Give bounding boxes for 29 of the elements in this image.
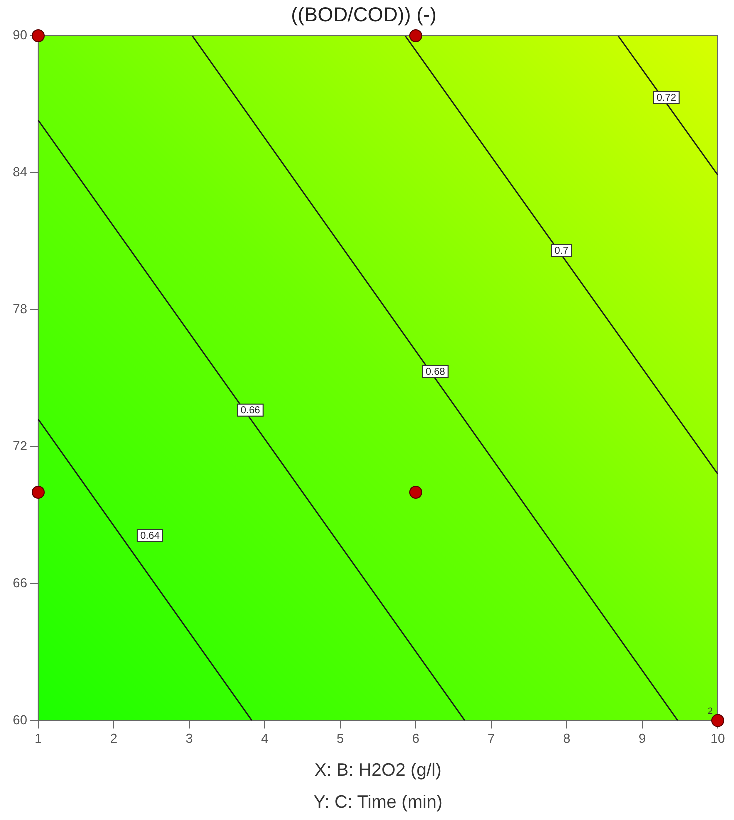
x-tick-label: 2: [110, 731, 118, 746]
annotation: 0.72: [656, 92, 677, 104]
x-tick-label: 8: [563, 731, 571, 746]
x-tick-label: 6: [412, 731, 420, 746]
x-tick-label: 3: [186, 731, 194, 746]
text: Y: C: Time (min): [314, 792, 443, 812]
chart-title: ((BOD/COD)) (-): [291, 4, 437, 27]
annotation: 0.68: [426, 366, 446, 378]
x-tick-label: 5: [336, 731, 344, 746]
annotation: 0.66: [240, 406, 261, 417]
annotation: 0.64: [140, 531, 160, 542]
point: [409, 486, 422, 500]
annotation: 2: [708, 706, 713, 716]
x-tick-label: 10: [710, 731, 726, 746]
y-tick-label: 72: [12, 438, 28, 454]
point: [409, 30, 422, 42]
y-tick-label: 78: [12, 302, 28, 316]
y-tick-label: 60: [12, 712, 28, 728]
annotation: 0.7: [554, 246, 570, 257]
y-tick-label: 84: [12, 164, 28, 180]
y-tick-label: 90: [12, 28, 28, 43]
x-tick-label: 4: [261, 731, 269, 746]
x-tick-label: 1: [34, 731, 42, 746]
x-tick-label: 7: [488, 731, 496, 746]
point: [32, 30, 45, 42]
point: [32, 486, 45, 500]
x-tick-label: 9: [638, 731, 646, 746]
y-tick-label: 66: [12, 575, 28, 590]
x-axis-title: X: B: H2O2 (g/l): [314, 760, 442, 780]
